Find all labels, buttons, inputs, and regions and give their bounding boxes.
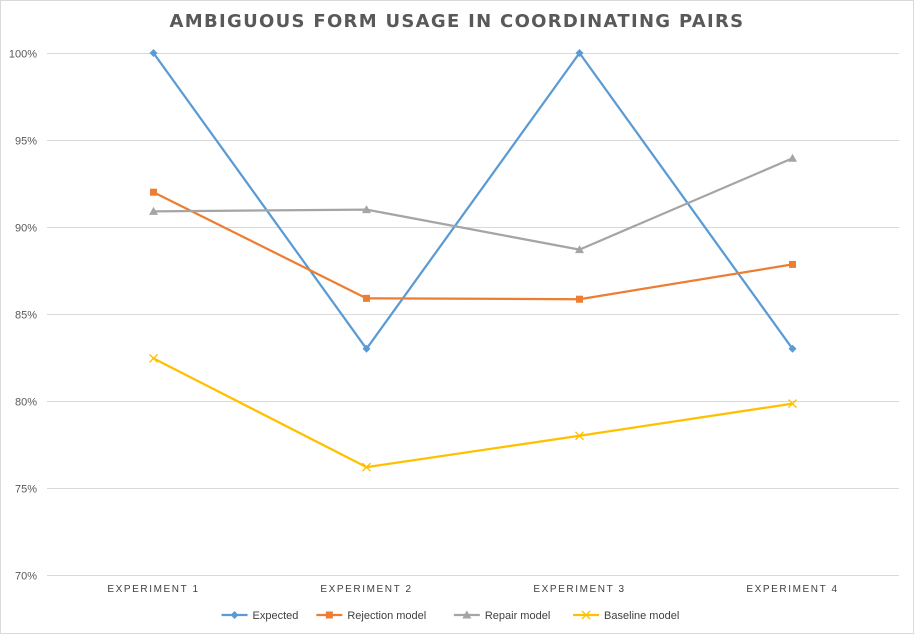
y-tick-label: 80% (15, 397, 37, 409)
y-tick-label: 95% (15, 136, 37, 148)
y-tick-label: 100% (9, 49, 37, 61)
x-category-label: EXPERIMENT 2 (320, 584, 412, 595)
series-lines (149, 49, 797, 472)
series-rejection-model (150, 188, 796, 303)
series-line (152, 357, 794, 469)
data-point-marker (576, 295, 583, 303)
x-axis-category-labels: EXPERIMENT 1 EXPERIMENT 2 EXPERIMENT 3 EXPE… (107, 584, 838, 595)
data-point-marker (581, 610, 591, 620)
data-point-marker (149, 49, 158, 57)
series-baseline-model (149, 353, 797, 472)
data-point-marker (575, 49, 584, 57)
legend-entry: Baseline model (573, 610, 679, 622)
data-point-marker (362, 344, 371, 353)
legend-entry: Expected (221, 610, 299, 622)
legend-label: Repair model (485, 610, 550, 622)
data-point-marker (325, 611, 333, 619)
data-point-marker (575, 245, 584, 254)
legend-label: Expected (253, 610, 299, 622)
legend-label: Baseline model (604, 610, 679, 622)
data-point-marker (789, 260, 796, 268)
chart-title: AMBIGUOUS FORM USAGE IN COORDINATING PAI… (169, 11, 745, 32)
data-point-marker (462, 610, 472, 619)
data-point-marker (149, 206, 158, 215)
data-point-marker (362, 462, 371, 472)
data-point-marker (575, 431, 584, 441)
y-axis-tick-labels: 70% 75% 80% 85% 90% 95% 100% (9, 49, 37, 583)
data-point-marker (788, 153, 797, 162)
data-point-marker (788, 399, 797, 409)
series-line (152, 51, 794, 350)
legend-entry: Repair model (453, 610, 550, 622)
x-category-label: EXPERIMENT 1 (107, 584, 199, 595)
y-tick-label: 90% (15, 223, 37, 235)
data-point-marker (149, 353, 158, 363)
data-point-marker (362, 205, 371, 214)
y-tick-label: 75% (15, 484, 37, 496)
gridlines (47, 53, 899, 576)
x-category-label: EXPERIMENT 3 (533, 584, 625, 595)
legend-entry: Rejection model (316, 610, 426, 622)
series-line (152, 191, 794, 301)
series-repair-model (149, 153, 797, 254)
legend-label: Rejection model (347, 610, 426, 622)
y-tick-label: 70% (15, 571, 37, 583)
data-point-marker (150, 188, 157, 196)
y-tick-label: 85% (15, 310, 37, 322)
legend: Expected Rejection model Repair model Basel… (221, 610, 679, 622)
series-line (152, 157, 794, 251)
data-point-marker (788, 344, 797, 353)
data-point-marker (230, 611, 239, 619)
series-expected (149, 49, 797, 353)
data-point-marker (363, 294, 370, 302)
x-category-label: EXPERIMENT 4 (746, 584, 838, 595)
